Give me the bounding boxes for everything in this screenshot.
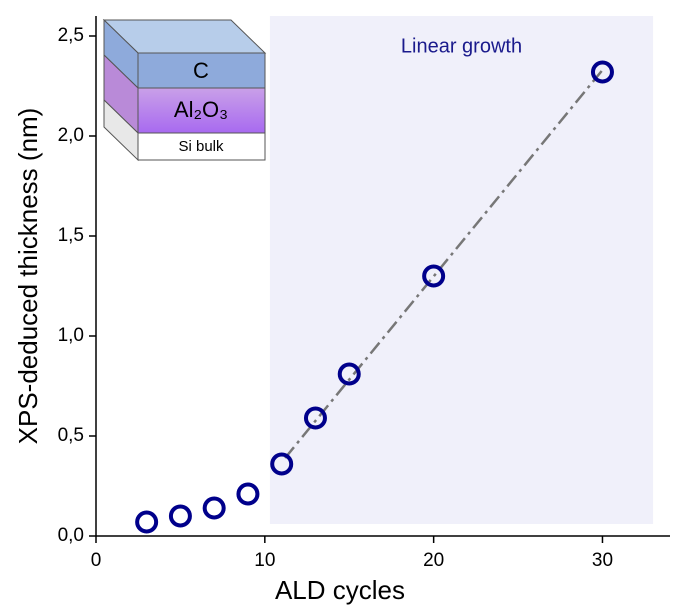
y-tick-label: 2,5 (58, 25, 84, 46)
plot-area: Linear growth 0 10 20 30 0,0 0,5 1,0 1,5 2,0 2,5 (58, 16, 670, 571)
inset-layer (137, 132, 266, 161)
data-point (270, 452, 294, 476)
shaded-region (269, 16, 654, 524)
data-point (337, 362, 361, 386)
data-point (202, 496, 226, 520)
data-point (590, 60, 614, 84)
data-point (303, 406, 327, 430)
y-tick-label: 2,0 (58, 125, 84, 146)
x-axis-label: ALD cycles (275, 575, 405, 605)
fit-line (284, 69, 604, 459)
layer-label: C (193, 58, 209, 83)
data-point (422, 264, 446, 288)
y-axis-label: XPS-deduced thickness (nm) (13, 108, 43, 445)
x-tick-label: 20 (423, 550, 444, 571)
y-tick-label: 0,0 (58, 525, 84, 546)
data-point (135, 510, 159, 534)
x-tick-label: 0 (91, 550, 102, 571)
layer-label: Si bulk (178, 138, 224, 155)
x-tick-label: 30 (592, 550, 613, 571)
y-tick-label: 1,0 (58, 325, 84, 346)
inset-layer (137, 52, 266, 89)
data-point (168, 504, 192, 528)
layer-label: Al₂O₃ (174, 97, 228, 122)
y-tick-label: 1,5 (58, 225, 84, 246)
inset-layer (137, 87, 266, 134)
y-tick-label: 0,5 (58, 425, 84, 446)
x-tick-label: 10 (254, 550, 275, 571)
data-point (236, 482, 260, 506)
annotation: Linear growth (401, 35, 522, 57)
layer-inset: C Al₂O₃ Si bulk (102, 18, 267, 162)
